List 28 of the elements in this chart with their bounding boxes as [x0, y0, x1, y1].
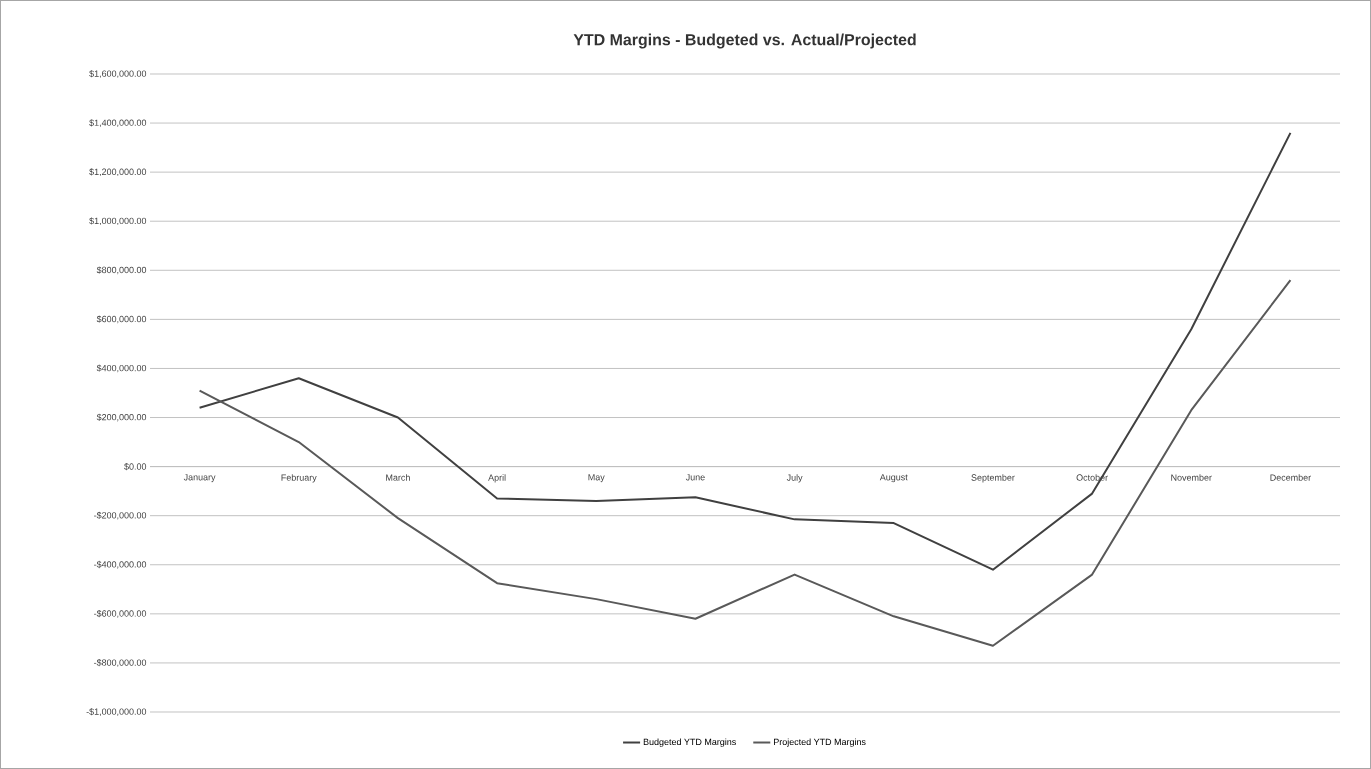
- x-tick-label: April: [488, 474, 506, 483]
- y-tick-label: $1,400,000.00: [89, 119, 147, 127]
- x-tick-label: December: [1270, 474, 1311, 481]
- x-tick-label: March: [386, 474, 410, 481]
- x-tick-label: June: [685, 474, 705, 481]
- y-tick-label: -$400,000.00: [94, 560, 147, 569]
- x-tick-label: July: [786, 474, 803, 483]
- y-tick-label: $1,000,000.00: [89, 217, 147, 226]
- x-tick-label: September: [971, 474, 1015, 483]
- x-tick-label: January: [183, 474, 216, 483]
- y-tick-label: $600,000.00: [96, 315, 147, 324]
- y-tick-label: $200,000.00: [96, 413, 147, 422]
- legend-label: Budgeted YTD Margins: [643, 738, 736, 747]
- legend-label: Projected YTD Margins: [774, 738, 866, 747]
- y-tick-label: -$800,000.00: [94, 659, 147, 667]
- x-tick-label: February: [281, 474, 317, 483]
- y-tick-label: -$200,000.00: [94, 511, 147, 520]
- y-tick-label: $1,600,000.00: [89, 70, 147, 78]
- y-tick-label: $800,000.00: [96, 266, 147, 275]
- y-tick-label: -$600,000.00: [94, 609, 147, 618]
- y-tick-label: $1,200,000.00: [89, 168, 147, 177]
- y-tick-label: -$1,000,000.00: [86, 708, 147, 716]
- x-tick-label: August: [879, 474, 908, 483]
- chart-title: YTD Margins - Budgeted vs. Actual/Projected: [573, 33, 916, 49]
- x-tick-label: May: [588, 474, 605, 483]
- y-tick-label: $400,000.00: [96, 364, 147, 373]
- x-tick-label: November: [1171, 474, 1212, 481]
- y-tick-label: $0.00: [124, 462, 147, 471]
